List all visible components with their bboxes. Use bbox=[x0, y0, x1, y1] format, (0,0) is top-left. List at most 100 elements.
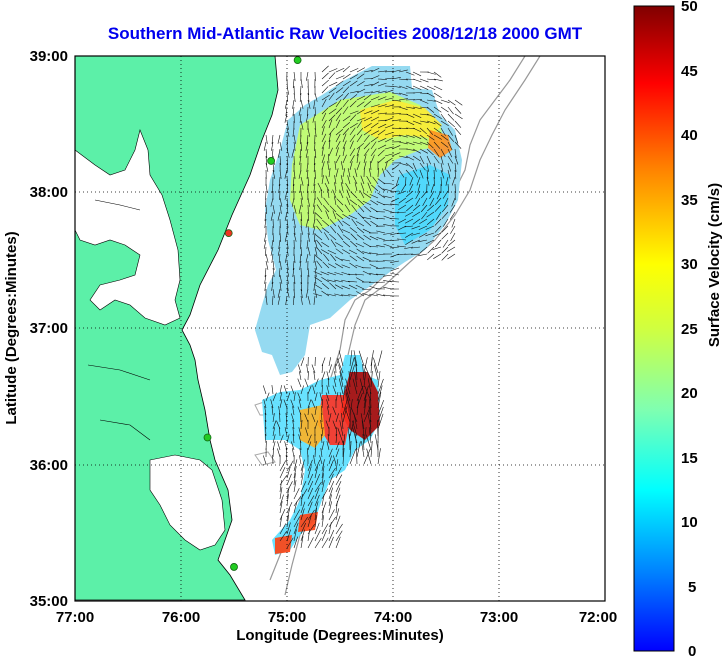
velocity-vector bbox=[341, 294, 351, 297]
velocity-vector bbox=[342, 92, 349, 101]
velocity-vector bbox=[328, 473, 334, 486]
velocity-vector bbox=[283, 399, 288, 409]
velocity-vector bbox=[421, 190, 428, 199]
velocity-vector bbox=[426, 141, 434, 149]
velocity-vector bbox=[349, 100, 357, 108]
velocity-vector bbox=[356, 120, 363, 129]
velocity-vector bbox=[429, 190, 435, 199]
velocity-vector bbox=[307, 495, 315, 507]
velocity-vector bbox=[398, 92, 408, 96]
velocity-vector bbox=[404, 211, 414, 217]
velocity-vector bbox=[390, 232, 400, 236]
velocity-vector bbox=[265, 260, 269, 270]
velocity-vector bbox=[425, 239, 435, 245]
velocity-vector bbox=[363, 91, 373, 94]
velocity-vector bbox=[321, 473, 324, 486]
velocity-vector bbox=[359, 378, 365, 395]
velocity-vector bbox=[356, 88, 366, 94]
velocity-vector bbox=[377, 392, 382, 409]
velocity-vector bbox=[426, 106, 435, 113]
velocity-vector bbox=[335, 501, 338, 514]
velocity-vector bbox=[356, 101, 365, 108]
velocity-vector bbox=[370, 81, 380, 87]
velocity-vector bbox=[307, 480, 314, 493]
velocity-vector bbox=[346, 189, 351, 199]
velocity-vector bbox=[370, 116, 380, 122]
velocity-vector bbox=[376, 281, 386, 284]
velocity-vector bbox=[405, 71, 415, 76]
velocity-vector bbox=[349, 364, 355, 381]
velocity-vector bbox=[292, 267, 295, 277]
velocity-vector bbox=[426, 85, 436, 91]
velocity-vector bbox=[355, 273, 365, 276]
velocity-vector bbox=[321, 427, 324, 437]
velocity-vector bbox=[338, 350, 344, 367]
velocity-vector bbox=[360, 413, 365, 430]
velocity-vector bbox=[328, 364, 332, 374]
velocity-vector bbox=[300, 267, 302, 278]
velocity-vector bbox=[405, 141, 415, 146]
velocity-vector bbox=[426, 71, 436, 75]
velocity-field-south-orange bbox=[300, 405, 325, 448]
velocity-vector bbox=[314, 473, 321, 486]
velocity-vector bbox=[348, 371, 351, 388]
velocity-vector bbox=[389, 281, 400, 283]
velocity-vector bbox=[370, 96, 380, 101]
velocity-vector bbox=[348, 284, 358, 290]
velocity-vector bbox=[313, 232, 316, 242]
velocity-vector bbox=[272, 162, 275, 172]
velocity-vector bbox=[328, 114, 336, 122]
velocity-vector bbox=[362, 288, 372, 291]
colorbar-tick-label: 10 bbox=[681, 514, 698, 531]
velocity-vector bbox=[352, 378, 358, 395]
velocity-vector bbox=[412, 162, 417, 172]
velocity-vector bbox=[370, 90, 380, 94]
velocity-vector bbox=[346, 196, 351, 206]
velocity-vector bbox=[264, 420, 267, 430]
velocity-vector bbox=[422, 197, 428, 207]
velocity-vector bbox=[314, 406, 317, 416]
velocity-vector bbox=[314, 127, 317, 137]
velocity-vector bbox=[298, 106, 302, 116]
velocity-vector bbox=[279, 530, 287, 542]
velocity-vector bbox=[321, 398, 323, 409]
velocity-vector bbox=[434, 197, 442, 206]
velocity-vector bbox=[314, 481, 322, 493]
velocity-vector bbox=[332, 189, 337, 199]
velocity-vector bbox=[314, 494, 320, 507]
velocity-vector bbox=[300, 522, 306, 535]
velocity-vector bbox=[306, 169, 309, 179]
velocity-vector bbox=[412, 134, 422, 140]
velocity-vector bbox=[411, 225, 421, 230]
velocity-vector bbox=[442, 239, 449, 248]
velocity-vector bbox=[362, 364, 365, 381]
velocity-vector bbox=[328, 509, 335, 521]
velocity-vector bbox=[335, 213, 344, 220]
velocity-vector bbox=[314, 92, 318, 102]
velocity-vector bbox=[292, 127, 295, 137]
velocity-vector bbox=[341, 264, 351, 269]
velocity-vector bbox=[390, 267, 400, 272]
velocity-vector bbox=[426, 78, 436, 81]
velocity-vector bbox=[314, 537, 322, 549]
velocity-vector bbox=[272, 447, 274, 458]
velocity-vector bbox=[397, 218, 407, 224]
velocity-vector bbox=[327, 249, 337, 255]
velocity-field-north-cyan bbox=[395, 165, 450, 245]
velocity-vector bbox=[404, 218, 414, 224]
velocity-vector bbox=[360, 175, 365, 185]
velocity-vector bbox=[314, 260, 318, 270]
velocity-vector bbox=[356, 142, 365, 150]
velocity-vector bbox=[363, 110, 373, 115]
velocity-vector bbox=[307, 466, 312, 479]
velocity-vector bbox=[447, 239, 456, 247]
velocity-vector bbox=[293, 473, 296, 486]
velocity-vector bbox=[363, 94, 372, 101]
velocity-vector bbox=[305, 113, 309, 123]
velocity-vector bbox=[314, 233, 323, 241]
velocity-vector bbox=[328, 154, 330, 164]
velocity-vector bbox=[353, 350, 358, 367]
velocity-vector bbox=[427, 253, 435, 261]
velocity-vector bbox=[265, 155, 267, 165]
velocity-vector bbox=[339, 189, 344, 199]
